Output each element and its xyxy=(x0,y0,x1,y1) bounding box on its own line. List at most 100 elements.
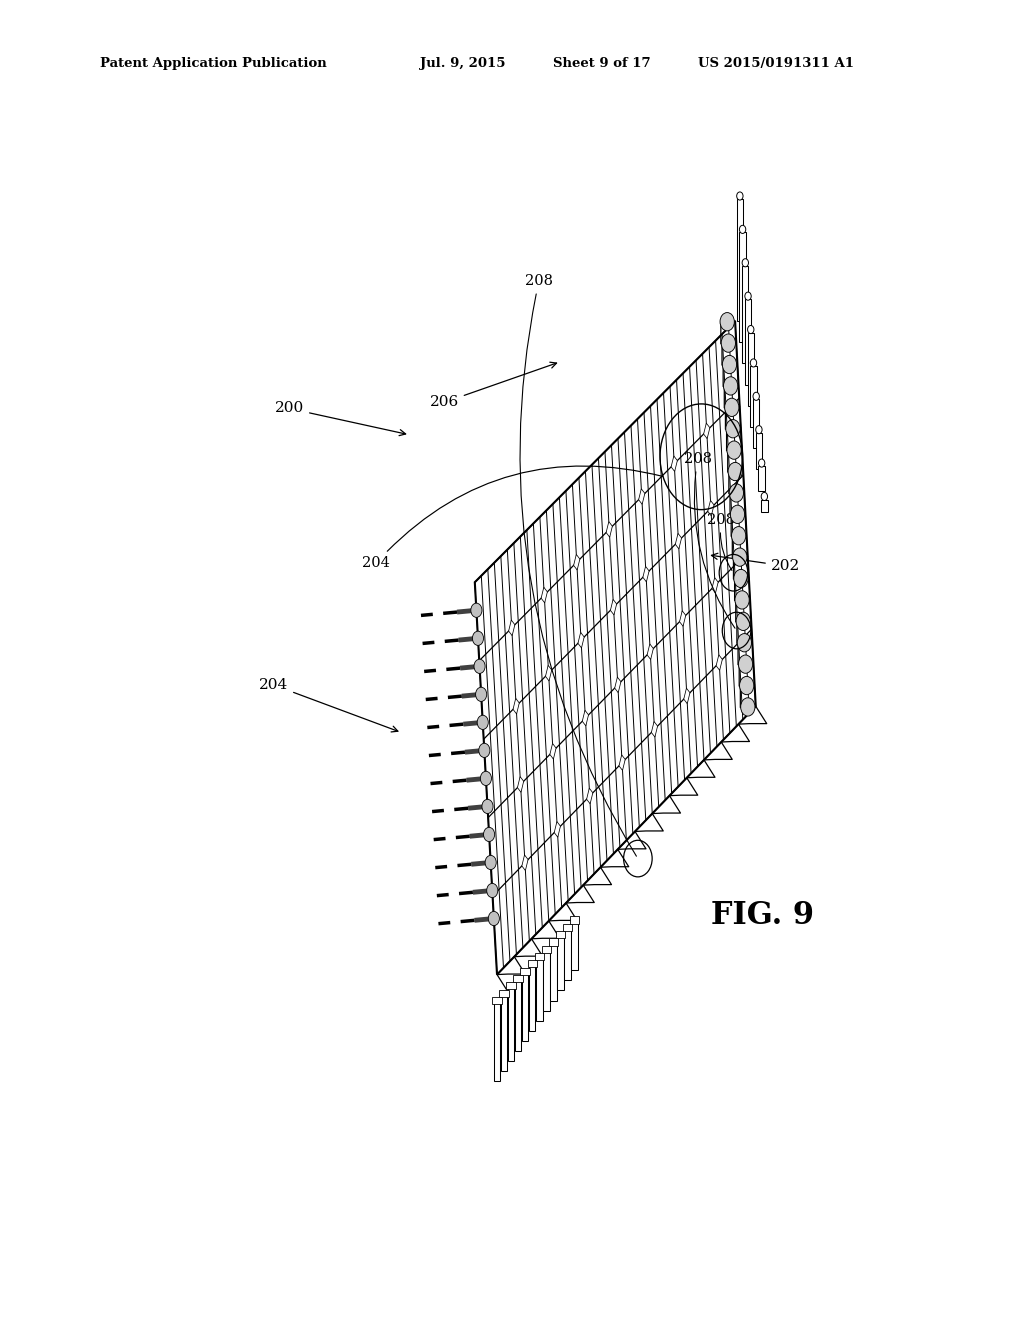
Circle shape xyxy=(728,462,742,480)
Polygon shape xyxy=(680,611,686,626)
Circle shape xyxy=(738,655,753,673)
Text: 202: 202 xyxy=(712,553,800,573)
Bar xyxy=(535,953,544,960)
Circle shape xyxy=(742,259,749,267)
Text: FIG. 9: FIG. 9 xyxy=(712,900,814,931)
Bar xyxy=(493,997,502,1005)
Polygon shape xyxy=(578,632,584,648)
Circle shape xyxy=(759,459,765,467)
Polygon shape xyxy=(684,688,690,704)
Circle shape xyxy=(730,506,744,524)
Text: 204: 204 xyxy=(259,678,398,733)
Polygon shape xyxy=(708,500,714,516)
Circle shape xyxy=(721,334,735,352)
Bar xyxy=(529,964,536,1031)
Bar xyxy=(501,993,507,1072)
Circle shape xyxy=(471,603,482,618)
Bar xyxy=(507,982,516,990)
Circle shape xyxy=(748,326,754,334)
Bar xyxy=(742,265,749,363)
Bar xyxy=(751,366,757,426)
Polygon shape xyxy=(573,554,580,570)
Circle shape xyxy=(724,376,737,395)
Bar xyxy=(544,949,550,1011)
Circle shape xyxy=(477,715,488,730)
Bar xyxy=(549,939,558,945)
Polygon shape xyxy=(587,788,593,804)
Bar xyxy=(557,935,563,990)
Circle shape xyxy=(753,392,760,400)
Circle shape xyxy=(486,883,498,898)
Circle shape xyxy=(736,191,743,201)
Polygon shape xyxy=(651,722,657,737)
Text: US 2015/0191311 A1: US 2015/0191311 A1 xyxy=(698,57,854,70)
Polygon shape xyxy=(703,424,710,438)
Bar xyxy=(753,400,760,449)
Text: 208: 208 xyxy=(684,453,735,628)
Text: 208: 208 xyxy=(708,513,735,570)
Polygon shape xyxy=(610,599,616,615)
Bar xyxy=(542,945,551,953)
Circle shape xyxy=(485,855,497,870)
Bar xyxy=(520,968,530,974)
Text: 204: 204 xyxy=(362,466,663,570)
Circle shape xyxy=(727,441,741,459)
Polygon shape xyxy=(583,710,589,726)
Text: 208: 208 xyxy=(520,275,637,857)
Polygon shape xyxy=(554,821,560,837)
Polygon shape xyxy=(614,677,621,693)
Bar xyxy=(759,466,765,491)
Circle shape xyxy=(475,688,486,701)
Circle shape xyxy=(722,355,736,374)
Bar xyxy=(570,916,580,924)
Bar xyxy=(494,1001,500,1081)
Polygon shape xyxy=(541,587,548,603)
Circle shape xyxy=(737,634,752,652)
Polygon shape xyxy=(647,644,653,660)
Circle shape xyxy=(756,425,762,434)
Polygon shape xyxy=(550,743,556,759)
Polygon shape xyxy=(618,755,626,771)
Text: 206: 206 xyxy=(430,362,557,409)
Circle shape xyxy=(480,771,492,785)
Circle shape xyxy=(736,612,751,631)
Bar xyxy=(739,232,745,342)
Bar xyxy=(736,199,743,321)
Circle shape xyxy=(726,420,740,438)
Circle shape xyxy=(479,743,489,758)
Circle shape xyxy=(482,800,494,813)
Text: 200: 200 xyxy=(274,401,406,436)
Bar xyxy=(564,927,570,981)
Polygon shape xyxy=(606,521,612,537)
Polygon shape xyxy=(522,855,528,871)
Circle shape xyxy=(472,631,483,645)
Circle shape xyxy=(739,226,745,234)
Text: Patent Application Publication: Patent Application Publication xyxy=(100,57,327,70)
Bar xyxy=(500,990,509,997)
Circle shape xyxy=(734,569,749,587)
Text: Sheet 9 of 17: Sheet 9 of 17 xyxy=(553,57,650,70)
Bar xyxy=(563,924,572,931)
Polygon shape xyxy=(671,455,677,471)
Bar xyxy=(556,931,565,939)
Circle shape xyxy=(488,911,500,925)
Bar xyxy=(756,433,762,470)
Polygon shape xyxy=(675,533,682,549)
Polygon shape xyxy=(509,620,515,636)
Polygon shape xyxy=(712,578,718,593)
Circle shape xyxy=(740,698,755,715)
Circle shape xyxy=(735,591,750,609)
Bar xyxy=(550,941,557,1001)
Bar xyxy=(527,961,537,968)
Circle shape xyxy=(739,676,754,694)
Bar xyxy=(537,956,543,1020)
Polygon shape xyxy=(643,566,649,582)
Circle shape xyxy=(732,548,746,566)
Bar xyxy=(522,970,528,1041)
Bar xyxy=(761,499,768,512)
Circle shape xyxy=(729,483,743,502)
Bar xyxy=(748,333,754,405)
Polygon shape xyxy=(513,698,519,714)
Circle shape xyxy=(751,359,757,367)
Polygon shape xyxy=(639,488,645,504)
